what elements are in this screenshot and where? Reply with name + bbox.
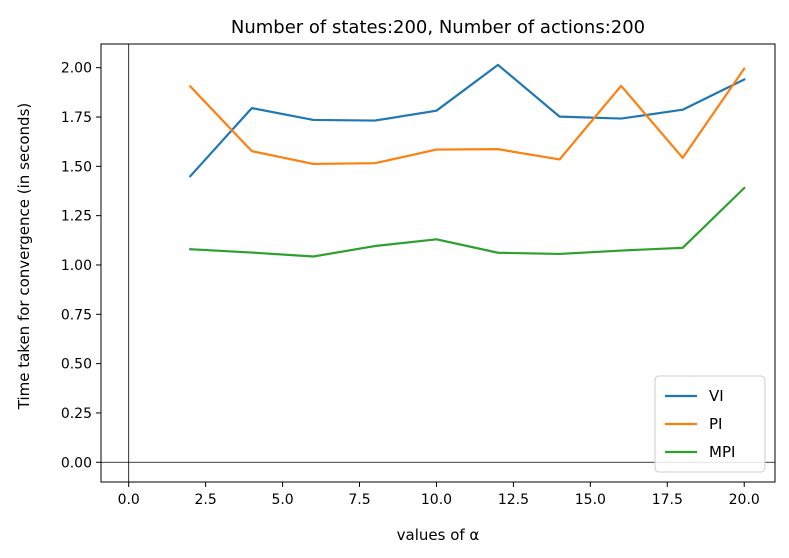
y-tick-label: 0.00 (61, 455, 92, 471)
y-tick-label: 2.00 (61, 61, 92, 77)
series-line-vi (188, 63, 746, 178)
chart-title: Number of states:200, Number of actions:… (231, 17, 645, 38)
y-tick-label: 1.00 (61, 258, 92, 274)
series-line-mpi (189, 186, 746, 258)
legend: VI PI MPI (654, 375, 766, 473)
x-tick-label: 2.5 (195, 492, 217, 508)
x-tick-label: 12.5 (498, 492, 529, 508)
y-axis-label: Time taken for convergence (in seconds) (15, 103, 33, 411)
x-axis-label: values of α (397, 526, 480, 544)
x-tick-label: 7.5 (348, 492, 370, 508)
y-tick-label: 1.75 (61, 110, 92, 126)
y-tick-label: 0.25 (61, 406, 92, 422)
x-tick-label: 10.0 (421, 492, 452, 508)
plot-area: 0.0 2.5 5.0 7.5 10.0 12.5 15.0 17.5 20.0 0.00 0.25… (61, 43, 776, 508)
legend-label-pi: PI (709, 415, 722, 433)
y-tick-label: 0.75 (61, 307, 92, 323)
plot-frame (100, 43, 776, 483)
x-tick-label: 0.0 (118, 492, 140, 508)
series-line-pi (188, 67, 746, 166)
y-tick-label: 0.50 (61, 357, 92, 373)
x-tick-label: 5.0 (271, 492, 293, 508)
x-tick-label: 15.0 (575, 492, 606, 508)
x-tick-label: 20.0 (729, 492, 760, 508)
legend-label-mpi: MPI (709, 443, 735, 461)
legend-box (654, 375, 766, 473)
y-tick-label: 1.50 (61, 159, 92, 175)
x-tick-label: 17.5 (652, 492, 683, 508)
legend-label-vi: VI (709, 387, 724, 405)
y-tick-label: 1.25 (61, 209, 92, 225)
